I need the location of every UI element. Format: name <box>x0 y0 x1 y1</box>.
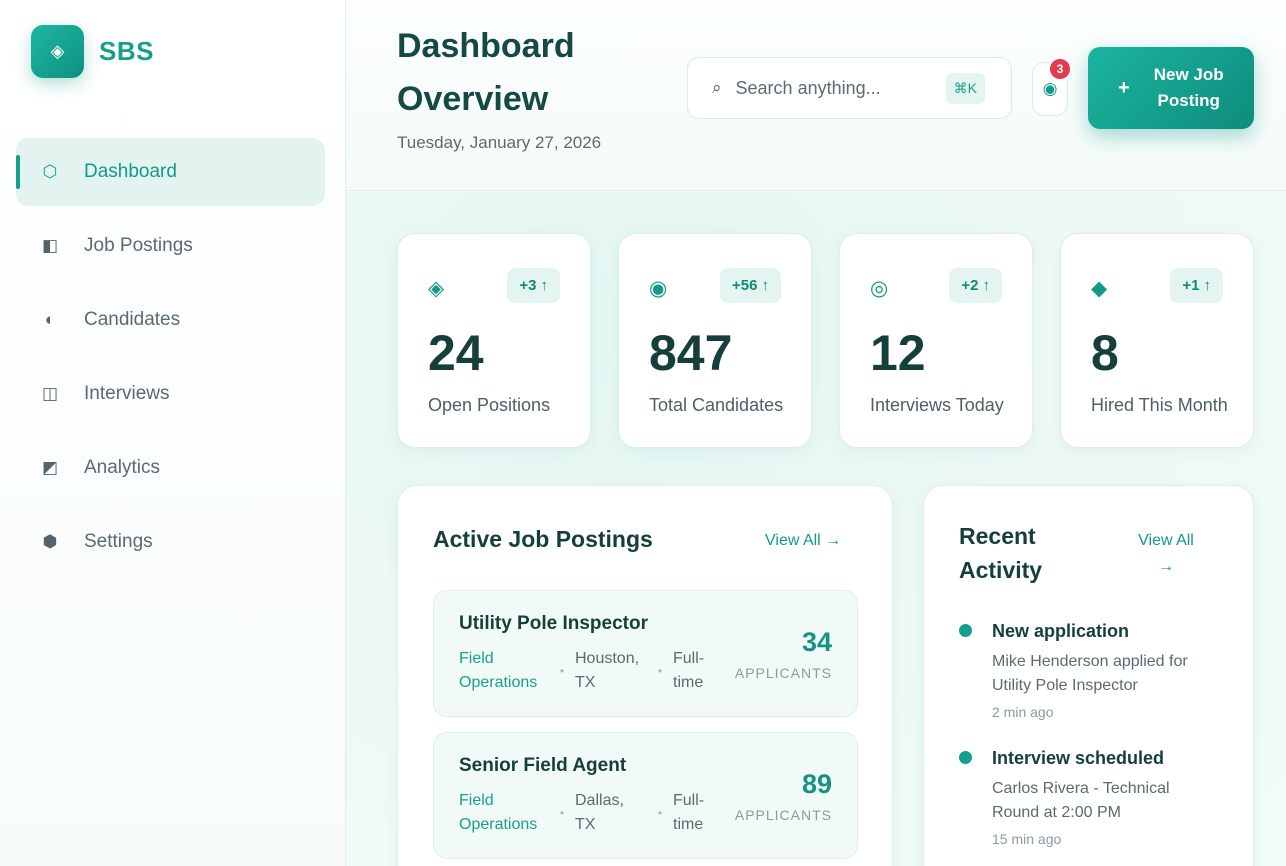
new-job-posting-button[interactable]: + New Job Posting <box>1088 47 1254 129</box>
stat-delta-badge: +2 ↑ <box>949 268 1002 303</box>
search-icon: ⌕ <box>712 78 722 97</box>
activity-description: Carlos Rivera - Technical Round at 2:00 … <box>992 780 1170 821</box>
sidebar-item-label: Job Postings <box>84 235 193 256</box>
activity-item[interactable]: New application Mike Henderson applied f… <box>959 618 1199 720</box>
sidebar-item-candidates[interactable]: ◐ Candidates <box>16 286 325 354</box>
stat-delta-badge: +3 ↑ <box>507 268 560 303</box>
activity-title: Interview scheduled <box>992 748 1165 768</box>
activity-title: New application <box>992 621 1130 641</box>
main-content: ◈ +3 ↑ 24 Open Positions ◉ +56 ↑ 847 Total… <box>346 192 1286 866</box>
activity-description: Mike Henderson applied for Utility Pole … <box>992 653 1188 694</box>
activity-dot-icon <box>959 624 972 637</box>
sidebar-item-label: Settings <box>84 531 153 552</box>
separator-dot: • <box>657 806 663 820</box>
new-job-posting-label: New Job Posting <box>1153 65 1224 110</box>
page-date: Tuesday, January 27, 2026 <box>397 133 602 152</box>
active-job-postings-panel: Active Job Postings View All → Utility P… <box>397 485 893 866</box>
notification-icon: ◉ <box>1042 79 1058 98</box>
activity-time: 2 min ago <box>992 704 1054 720</box>
job-type: Full-time <box>673 650 705 691</box>
activity-dot-icon <box>959 751 972 764</box>
up-arrow-icon: ↑ <box>540 277 549 294</box>
candidates-icon: ◐ <box>44 310 56 329</box>
stat-label: Open Positions <box>428 395 551 415</box>
stat-value: 24 <box>428 325 484 381</box>
activity-item[interactable]: Interview scheduled Carlos Rivera - Tech… <box>959 745 1199 847</box>
job-meta: Field Operations • Houston, TX • Full-ti… <box>459 647 713 695</box>
page-title: Dashboard Overview <box>397 27 575 118</box>
plus-icon: + <box>1118 76 1130 99</box>
stat-card-interviews-today[interactable]: ◎ +2 ↑ 12 Interviews Today <box>839 233 1033 448</box>
brand[interactable]: ◈ SBS <box>31 25 154 78</box>
stat-label: Hired This Month <box>1091 395 1228 415</box>
view-all-activity-link[interactable]: View All → <box>1138 532 1194 575</box>
stat-value: 12 <box>870 325 926 381</box>
stat-delta-badge: +56 ↑ <box>720 268 781 303</box>
up-arrow-icon: ↑ <box>1203 277 1212 294</box>
sidebar-item-dashboard[interactable]: ⬡ Dashboard <box>16 138 325 206</box>
stat-label: Interviews Today <box>870 395 1004 415</box>
stat-card-total-candidates[interactable]: ◉ +56 ↑ 847 Total Candidates <box>618 233 812 448</box>
applicant-count: 34 <box>801 627 832 657</box>
sidebar-item-label: Candidates <box>84 309 181 330</box>
job-type: Full-time <box>673 792 705 833</box>
activity-time: 15 min ago <box>992 831 1062 847</box>
search-bar[interactable]: ⌕ Search anything... ⌘K <box>687 57 1012 119</box>
job-title: Utility Pole Inspector <box>459 613 648 634</box>
separator-dot: • <box>559 806 565 820</box>
notification-count-badge: 3 <box>1048 57 1072 81</box>
job-department: Field Operations <box>459 792 538 833</box>
stat-value: 8 <box>1091 325 1119 381</box>
sidebar-item-label: Interviews <box>84 383 170 404</box>
applicant-count: 89 <box>801 769 832 799</box>
sidebar-item-settings[interactable]: ⬢ Settings <box>16 508 325 576</box>
interviews-icon: ◫ <box>41 384 59 403</box>
job-location: Houston, TX <box>575 650 640 691</box>
sidebar: ◈ SBS ⬡ Dashboard ◧ Job Postings ◐ Candi… <box>0 0 346 866</box>
applicant-count-label: APPLICANTS <box>734 807 832 823</box>
recent-activity-panel: Recent Activity View All → New applicati… <box>923 485 1254 866</box>
logo-icon: ◈ <box>31 25 84 78</box>
candidates-stat-icon: ◉ <box>649 277 668 300</box>
panel-title: Recent Activity <box>959 523 1043 583</box>
sidebar-item-label: Dashboard <box>84 161 177 182</box>
sidebar-item-analytics[interactable]: ◩ Analytics <box>16 434 325 502</box>
stat-card-hired-this-month[interactable]: ◆ +1 ↑ 8 Hired This Month <box>1060 233 1254 448</box>
dashboard-icon: ⬡ <box>42 162 58 181</box>
job-location: Dallas, TX <box>575 792 624 833</box>
positions-icon: ◈ <box>428 277 445 300</box>
stat-label: Total Candidates <box>649 395 784 415</box>
search-input[interactable]: Search anything... <box>735 77 881 98</box>
brand-name: SBS <box>99 36 154 66</box>
job-postings-icon: ◧ <box>41 236 59 255</box>
separator-dot: • <box>657 664 663 678</box>
separator-dot: • <box>559 664 565 678</box>
panel-title: Active Job Postings <box>433 526 653 552</box>
job-card[interactable]: Utility Pole Inspector Field Operations … <box>433 590 858 717</box>
settings-icon: ⬢ <box>42 532 58 551</box>
job-department: Field Operations <box>459 650 538 691</box>
job-meta: Field Operations • Dallas, TX • Full-tim… <box>459 789 713 837</box>
job-card[interactable]: Senior Field Agent Field Operations • Da… <box>433 732 858 859</box>
top-header: Dashboard Overview Tuesday, January 27, … <box>346 0 1286 191</box>
up-arrow-icon: ↑ <box>761 277 770 294</box>
sidebar-nav: ⬡ Dashboard ◧ Job Postings ◐ Candidates … <box>16 138 325 582</box>
sidebar-item-interviews[interactable]: ◫ Interviews <box>16 360 325 428</box>
hired-stat-icon: ◆ <box>1091 277 1108 300</box>
stat-card-open-positions[interactable]: ◈ +3 ↑ 24 Open Positions <box>397 233 591 448</box>
interviews-stat-icon: ◎ <box>870 277 889 300</box>
applicant-count-label: APPLICANTS <box>734 665 832 681</box>
sidebar-item-label: Analytics <box>84 457 161 478</box>
up-arrow-icon: ↑ <box>982 277 991 294</box>
stat-value: 847 <box>649 325 733 381</box>
analytics-icon: ◩ <box>41 458 59 477</box>
sidebar-item-job-postings[interactable]: ◧ Job Postings <box>16 212 325 280</box>
job-title: Senior Field Agent <box>459 755 627 776</box>
stat-delta-badge: +1 ↑ <box>1170 268 1223 303</box>
view-all-jobs-link[interactable]: View All → <box>765 532 842 549</box>
search-shortcut-badge: ⌘K <box>945 72 985 104</box>
